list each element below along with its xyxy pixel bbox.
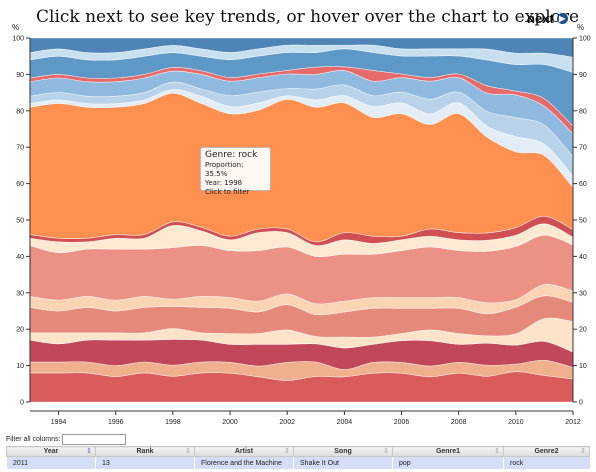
page-headline: Click next to see key trends, or hover o… — [36, 7, 580, 27]
y-tick-label-left: 20 — [16, 327, 24, 334]
tooltip-action: Click to filter — [205, 188, 250, 196]
y-tick-label-right: 40 — [579, 254, 587, 261]
x-tick-label: 2012 — [565, 419, 581, 426]
chart-axes: 0 0 10 10 20 20 30 30 40 40 50 50 60 60 70 70 80 80 90 90 10… — [12, 36, 590, 427]
chevron-right-icon: ▶ — [556, 13, 568, 24]
x-tick-label: 2004 — [337, 419, 353, 426]
y-tick-label-right: 80 — [579, 108, 587, 115]
column-header-label: Rank — [136, 448, 154, 455]
cell-song: Shake It Out — [293, 456, 393, 469]
sort-arrows-icon: ⇕ — [494, 448, 500, 455]
y-tick-label-left: 70 — [16, 145, 24, 152]
sort-arrows-icon: ⇕ — [383, 448, 389, 455]
stream-chart[interactable]: % % 0 0 10 10 20 20 30 30 40 40 50 50 60 60 70 70 80 80 90… — [0, 0, 596, 430]
column-header-label: Artist — [234, 448, 254, 455]
y-tick-label-right: 10 — [579, 363, 587, 370]
table-row[interactable]: 2011 13 Florence and the Machine Shake I… — [6, 456, 590, 469]
x-tick-label: 1998 — [165, 419, 181, 426]
column-header-label: Song — [334, 448, 352, 455]
tooltip-year: Year: 1998 — [205, 179, 243, 187]
sort-arrows-icon: ⇕ — [185, 448, 191, 455]
x-tick-label: 2010 — [508, 419, 524, 426]
x-tick-label: 2008 — [451, 419, 467, 426]
x-tick-label: 1996 — [108, 419, 124, 426]
y-tick-label-left: 10 — [16, 363, 24, 370]
y-tick-label-left: 60 — [16, 181, 24, 188]
filter-row: Filter all columns: — [6, 434, 127, 445]
column-header-rank[interactable]: Rank ⇕ — [95, 446, 195, 457]
column-header-label: Genre2 — [534, 448, 559, 455]
y-tick-label-left: 80 — [16, 108, 24, 115]
column-header-year[interactable]: Year ⇕ — [6, 446, 96, 457]
y-axis-label-left: % — [12, 23, 19, 32]
y-tick-label-left: 0 — [20, 400, 24, 407]
y-tick-label-right: 50 — [579, 218, 587, 225]
filter-input[interactable] — [62, 434, 127, 445]
column-header-label: Year — [43, 448, 59, 455]
table-header-row: Year ⇕ Rank ⇕ Artist ⇕ Song ⇕ Genre1 ⇕ Genre2… — [6, 446, 590, 457]
y-tick-label-left: 50 — [16, 218, 24, 225]
sort-arrows-icon: ⇕ — [580, 448, 586, 455]
next-button[interactable]: next ▶ — [527, 11, 568, 26]
cell-year: 2011 — [6, 456, 96, 469]
y-tick-label-right: 30 — [579, 290, 587, 297]
x-tick-label: 2006 — [394, 419, 410, 426]
y-tick-label-left: 90 — [16, 72, 24, 79]
tooltip-proportion: Proportion: 35.5% — [205, 161, 244, 178]
next-label: next — [527, 11, 554, 26]
y-tick-label-right: 100 — [579, 36, 591, 43]
filter-label: Filter all columns: — [6, 436, 61, 443]
column-header-genre2[interactable]: Genre2 ⇕ — [503, 446, 590, 457]
cell-artist: Florence and the Machine — [194, 456, 294, 469]
y-tick-label-right: 20 — [579, 327, 587, 334]
y-tick-label-left: 100 — [12, 36, 24, 43]
x-tick-label: 2000 — [222, 419, 238, 426]
y-tick-label-right: 70 — [579, 145, 587, 152]
data-table: Year ⇕ Rank ⇕ Artist ⇕ Song ⇕ Genre1 ⇕ Genre2… — [6, 446, 590, 469]
column-header-song[interactable]: Song ⇕ — [293, 446, 393, 457]
y-tick-label-right: 60 — [579, 181, 587, 188]
y-tick-label-left: 30 — [16, 290, 24, 297]
x-tick-label: 1994 — [51, 419, 67, 426]
y-tick-label-right: 90 — [579, 72, 587, 79]
cell-genre2: rock — [503, 456, 590, 469]
y-tick-label-right: 0 — [579, 400, 583, 407]
hover-tooltip: Genre: rock Proportion: 35.5% Year: 1998… — [200, 147, 271, 196]
y-axis-label-right: % — [577, 23, 584, 32]
sort-arrows-icon: ⇕ — [86, 448, 92, 455]
stream-areas[interactable] — [29, 37, 574, 403]
y-tick-label-left: 40 — [16, 254, 24, 261]
column-header-genre1[interactable]: Genre1 ⇕ — [392, 446, 504, 457]
cell-genre1: pop — [392, 456, 504, 469]
cell-rank: 13 — [95, 456, 195, 469]
column-header-label: Genre1 — [435, 448, 461, 455]
sort-arrows-icon: ⇕ — [284, 448, 290, 455]
tooltip-title: Genre: rock — [205, 150, 258, 160]
column-header-artist[interactable]: Artist ⇕ — [194, 446, 294, 457]
x-tick-label: 2002 — [279, 419, 295, 426]
